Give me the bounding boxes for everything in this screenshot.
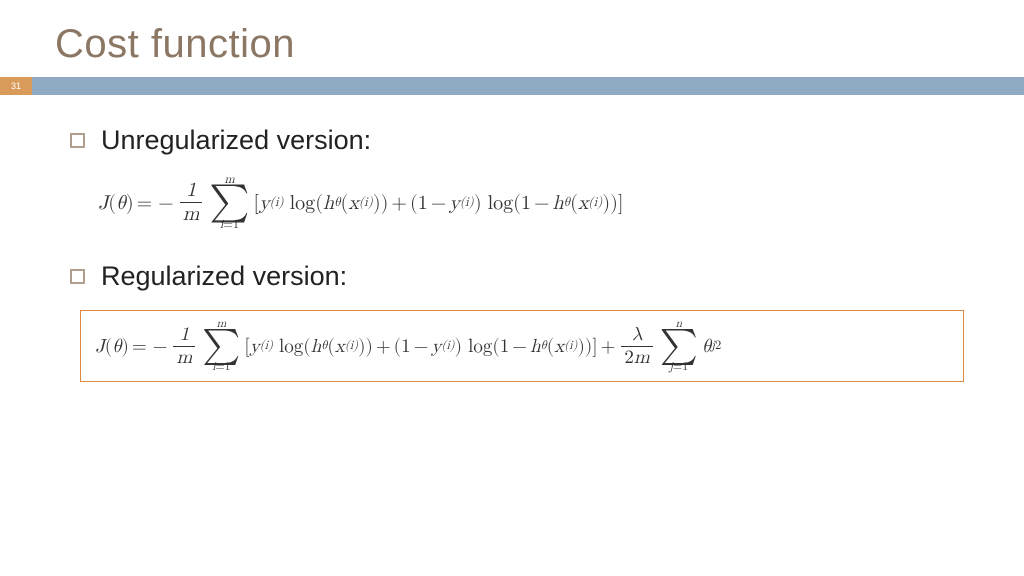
- math-frac-lambda-2m: λ 2m: [621, 324, 652, 369]
- math-theta: θ: [116, 191, 126, 215]
- slide-number: 31: [11, 81, 21, 91]
- math-y: y: [259, 191, 270, 215]
- slide-content: Unregularized version: J(θ) = − 1 m m ∑ …: [0, 95, 1024, 382]
- math-sum-j: n ∑ j=1: [660, 319, 698, 373]
- math-J: J: [98, 191, 108, 215]
- math-minus: −: [158, 191, 174, 215]
- square-bullet-icon: [70, 133, 85, 148]
- slide-title: Cost function: [0, 0, 1024, 77]
- bullet-label: Unregularized version:: [101, 125, 371, 156]
- accent-bar: 31: [0, 77, 1024, 95]
- math-sum-i: m ∑ i=1: [202, 319, 240, 373]
- bullet-row: Unregularized version:: [70, 125, 964, 156]
- math-frac-1m: 1 m: [180, 179, 203, 226]
- math-log: log: [290, 191, 316, 215]
- bullet-label: Regularized version:: [101, 261, 347, 292]
- math-frac-1m: 1 m: [173, 324, 195, 369]
- formula-regularized: J(θ) = − 1 m m ∑ i=1 [ y(i) log(hθ(x(i))…: [80, 310, 964, 382]
- slide-number-badge: 31: [0, 77, 32, 95]
- accent-bar-right: [32, 77, 1024, 95]
- math-eq: =: [137, 191, 153, 215]
- math-sum-i: m ∑ i=1: [209, 174, 249, 231]
- formula-unregularized: J(θ) = − 1 m m ∑ i=1 [ y(i) log(hθ(x(i))…: [98, 174, 964, 231]
- square-bullet-icon: [70, 269, 85, 284]
- bullet-row: Regularized version:: [70, 261, 964, 292]
